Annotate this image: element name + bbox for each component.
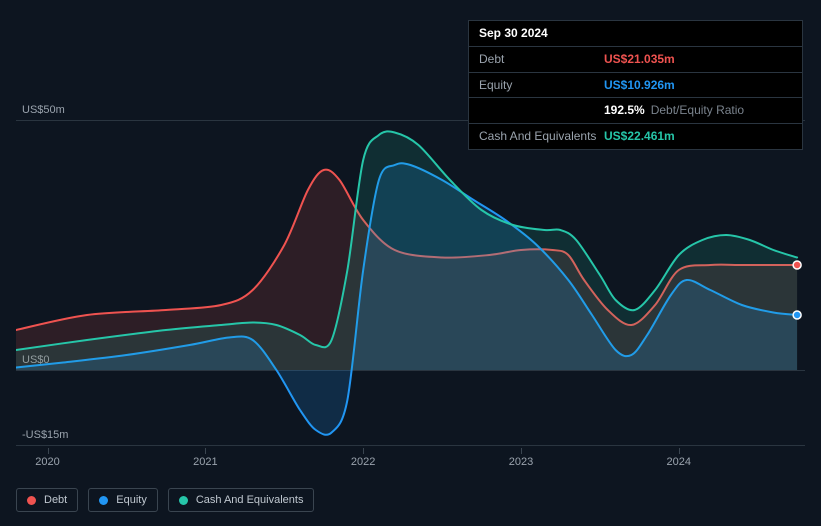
tooltip-value: US$21.035m xyxy=(604,51,675,68)
tooltip-row: 192.5% Debt/Equity Ratio xyxy=(469,98,802,124)
tooltip-value: 192.5% xyxy=(604,102,645,119)
x-tick xyxy=(205,448,206,454)
chart-plot-area: US$50mUS$0-US$15m xyxy=(16,120,805,445)
x-axis-label: 2021 xyxy=(193,456,217,468)
endpoint-marker-equity xyxy=(793,311,801,319)
legend-dot-icon xyxy=(99,496,108,505)
tooltip-label: Cash And Equivalents xyxy=(479,128,604,145)
chart-legend: Debt Equity Cash And Equivalents xyxy=(16,488,314,512)
tooltip-row: EquityUS$10.926m xyxy=(469,73,802,99)
x-tick xyxy=(679,448,680,454)
legend-label: Equity xyxy=(116,494,147,506)
y-axis-label: US$50m xyxy=(22,104,65,116)
gridline xyxy=(16,445,805,446)
legend-dot-icon xyxy=(179,496,188,505)
legend-dot-icon xyxy=(27,496,36,505)
legend-label: Debt xyxy=(44,494,67,506)
tooltip-value: US$22.461m xyxy=(604,128,675,145)
tooltip-row: Cash And EquivalentsUS$22.461m xyxy=(469,124,802,149)
tooltip-date: Sep 30 2024 xyxy=(469,21,802,47)
x-axis-label: 2024 xyxy=(667,456,691,468)
chart-tooltip: Sep 30 2024 DebtUS$21.035mEquityUS$10.92… xyxy=(468,20,803,150)
x-axis: 2020 2021 2022 2023 2024 xyxy=(16,448,805,468)
endpoint-marker-debt xyxy=(793,261,801,269)
legend-label: Cash And Equivalents xyxy=(196,494,304,506)
x-axis-label: 2022 xyxy=(351,456,375,468)
x-tick xyxy=(48,448,49,454)
x-axis-label: 2023 xyxy=(509,456,533,468)
x-tick xyxy=(363,448,364,454)
tooltip-label: Debt xyxy=(479,51,604,68)
chart-svg xyxy=(16,120,805,445)
tooltip-label xyxy=(479,102,604,119)
tooltip-row: DebtUS$21.035m xyxy=(469,47,802,73)
tooltip-label: Equity xyxy=(479,77,604,94)
legend-item-cash-and-equivalents[interactable]: Cash And Equivalents xyxy=(168,488,315,512)
tooltip-value: US$10.926m xyxy=(604,77,675,94)
legend-item-equity[interactable]: Equity xyxy=(88,488,158,512)
x-axis-label: 2020 xyxy=(35,456,59,468)
legend-item-debt[interactable]: Debt xyxy=(16,488,78,512)
x-tick xyxy=(521,448,522,454)
tooltip-suffix: Debt/Equity Ratio xyxy=(651,102,744,119)
